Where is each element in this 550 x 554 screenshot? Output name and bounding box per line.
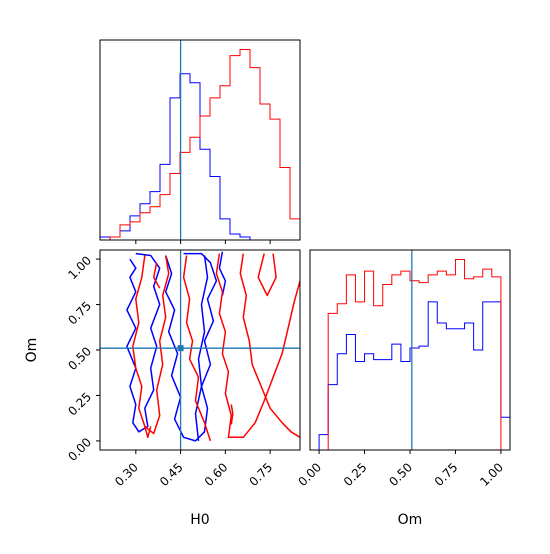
hist-om-tick-label-3: 0.75 [432, 460, 461, 489]
axes-frame-hist-h0 [99, 39, 301, 241]
contour-line-8 [257, 253, 277, 297]
contour-line-5 [182, 255, 212, 442]
x-axis-label-h0: H0 [190, 512, 209, 528]
hist-h0-series-1 [100, 49, 300, 241]
truth-marker [177, 345, 184, 352]
contour-x-tick-label-1: 0.45 [157, 460, 186, 489]
hist-om-series-0 [310, 301, 510, 451]
contour-x-tick-label-3: 0.75 [246, 460, 275, 489]
contour-line-3 [218, 251, 227, 296]
contour-line-1 [164, 252, 218, 442]
contour-x-tick-label-0: 0.30 [112, 460, 141, 489]
panel-hist-h0 [99, 39, 301, 244]
contour-y-tick-label-4: 1.00 [65, 253, 94, 282]
hist-om-tick-label-4: 1.00 [477, 460, 506, 489]
contour-line-2 [194, 255, 209, 441]
panel-hist-om: 0.00 0.25 0.50 0.75 1.00 Om [295, 249, 511, 528]
contour-line-4 [132, 255, 170, 435]
contour-line-10 [152, 262, 161, 289]
panel-contour: 0.30 0.45 0.60 0.75 0.00 0.25 0.50 0.75 1.00 H0… [24, 249, 301, 528]
contour-y-tick-label-0: 0.00 [65, 435, 94, 464]
contour-line-7 [239, 253, 301, 438]
contour-y-tick-label-3: 0.75 [65, 299, 94, 328]
contour-x-tick-label-2: 0.60 [202, 460, 231, 489]
contour-line-6 [215, 253, 301, 439]
x-axis-label-om: Om [398, 512, 423, 528]
contour-y-tick-label-1: 0.25 [65, 390, 94, 419]
contour-line-11 [144, 426, 152, 439]
hist-om-series-1 [310, 259, 510, 451]
hist-om-tick-label-1: 0.25 [341, 460, 370, 489]
contour-line-0 [126, 252, 161, 433]
contour-line-9 [230, 404, 234, 425]
hist-om-tick-label-2: 0.50 [386, 460, 415, 489]
contour-y-tick-label-2: 0.50 [65, 344, 94, 373]
y-axis-label-om: Om [24, 338, 40, 363]
hist-om-tick-label-0: 0.00 [295, 460, 324, 489]
hist-h0-series-0 [100, 73, 300, 241]
